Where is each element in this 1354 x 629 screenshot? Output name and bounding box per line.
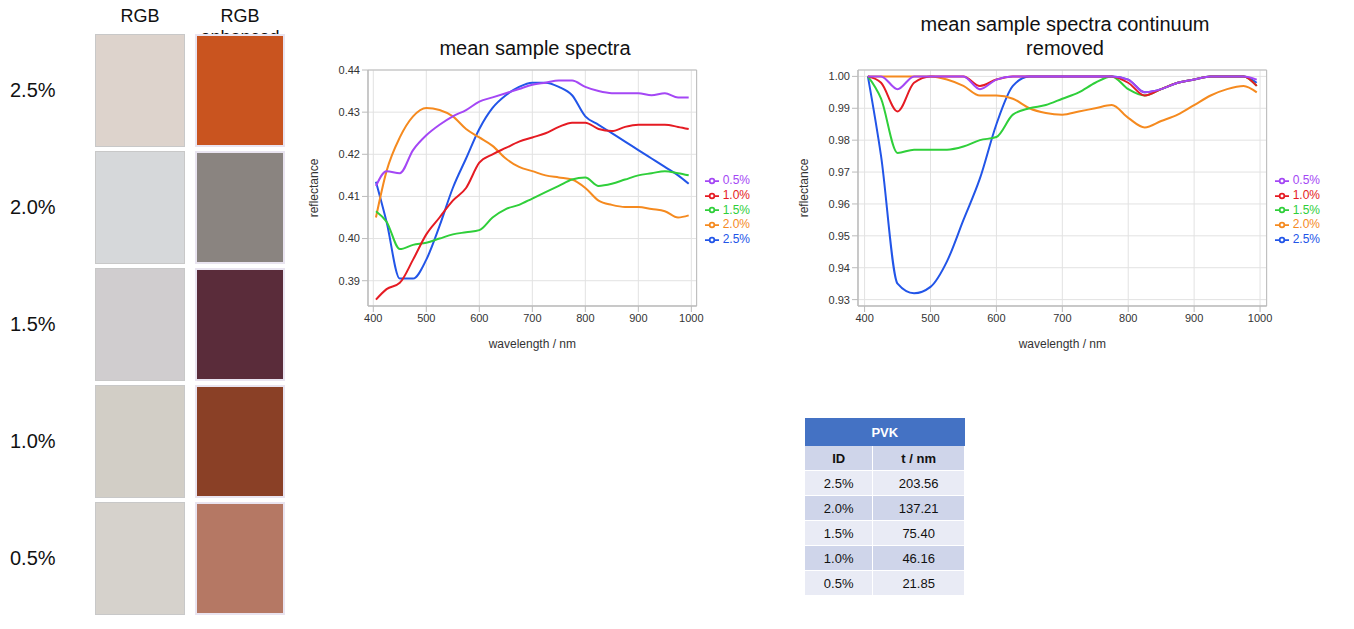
svg-text:600: 600: [470, 312, 488, 324]
svg-text:400: 400: [364, 312, 382, 324]
html-text:46.16: 46.16: [902, 550, 935, 566]
svg-text:900: 900: [1185, 312, 1203, 324]
html-text:RGB: RGB: [120, 6, 160, 26]
html-text:0.5%: 0.5%: [823, 575, 854, 591]
html-text:2.0%: 2.0%: [722, 217, 750, 232]
svg-text:500: 500: [417, 312, 435, 324]
html-text:2.5%: 2.5%: [722, 232, 750, 247]
svg-text:0.43: 0.43: [339, 106, 360, 118]
svg-text:0.95: 0.95: [829, 230, 850, 242]
html-text:2.0%: 2.0%: [823, 500, 854, 516]
svg-text:reflectance: reflectance: [307, 158, 321, 217]
html-text:RGB enhanced: RGB enhanced: [200, 6, 280, 47]
svg-text:0.39: 0.39: [339, 275, 360, 287]
svg-text:0.93: 0.93: [829, 294, 850, 306]
svg-text:wavelength / nm: wavelength / nm: [1018, 337, 1106, 351]
html-text:1.0%: 1.0%: [823, 550, 854, 566]
html-text:21.85: 21.85: [902, 575, 935, 591]
html-text:mean sample spectra continuum: mean sample spectra continuum removed: [920, 13, 1210, 59]
html-text:203.56: 203.56: [898, 475, 939, 491]
html-text:t / nm: t / nm: [901, 450, 936, 466]
html-text:1.0%: 1.0%: [722, 187, 750, 202]
svg-text:0.94: 0.94: [829, 262, 850, 274]
svg-text:900: 900: [629, 312, 647, 324]
html-text:1.0%: 1.0%: [1292, 187, 1320, 202]
svg-text:0.40: 0.40: [339, 232, 360, 244]
html-text:1.0%: 1.0%: [10, 429, 56, 452]
html-text:1.5%: 1.5%: [823, 525, 854, 541]
svg-text:1000: 1000: [679, 312, 703, 324]
html-text:137.21: 137.21: [898, 500, 939, 516]
html-text:1.5%: 1.5%: [10, 312, 56, 335]
svg-text:1000: 1000: [1248, 312, 1272, 324]
svg-text:800: 800: [576, 312, 594, 324]
html-text:PVK: PVK: [871, 424, 899, 440]
html-text:0.5%: 0.5%: [1292, 172, 1320, 187]
svg-text:wavelength / nm: wavelength / nm: [488, 337, 576, 351]
svg-text:0.96: 0.96: [829, 198, 850, 210]
svg-text:reflectance: reflectance: [797, 158, 811, 217]
html-text:1.5%: 1.5%: [722, 202, 750, 217]
svg-text:0.41: 0.41: [339, 190, 360, 202]
html-text:0.5%: 0.5%: [722, 172, 750, 187]
svg-text:600: 600: [987, 312, 1005, 324]
html-text:0.5%: 0.5%: [10, 546, 56, 569]
svg-text:0.98: 0.98: [829, 134, 850, 146]
html-text:mean sample spectra: mean sample spectra: [439, 37, 631, 59]
html-text:2.0%: 2.0%: [10, 195, 56, 218]
svg-text:700: 700: [1053, 312, 1071, 324]
svg-text:500: 500: [921, 312, 939, 324]
html-text:1.5%: 1.5%: [1292, 202, 1320, 217]
svg-text:0.44: 0.44: [339, 64, 360, 76]
svg-text:0.42: 0.42: [339, 148, 360, 160]
html-text:75.40: 75.40: [902, 525, 935, 541]
svg-text:0.99: 0.99: [829, 102, 850, 114]
svg-text:1.00: 1.00: [829, 70, 850, 82]
html-text:2.5%: 2.5%: [10, 78, 56, 101]
html-text:2.5%: 2.5%: [823, 475, 854, 491]
svg-text:700: 700: [523, 312, 541, 324]
svg-text:800: 800: [1119, 312, 1137, 324]
html-text:2.5%: 2.5%: [1292, 232, 1320, 247]
svg-text:0.97: 0.97: [829, 166, 850, 178]
svg-text:400: 400: [855, 312, 873, 324]
html-text:ID: ID: [832, 450, 846, 466]
html-text:2.0%: 2.0%: [1292, 217, 1320, 232]
